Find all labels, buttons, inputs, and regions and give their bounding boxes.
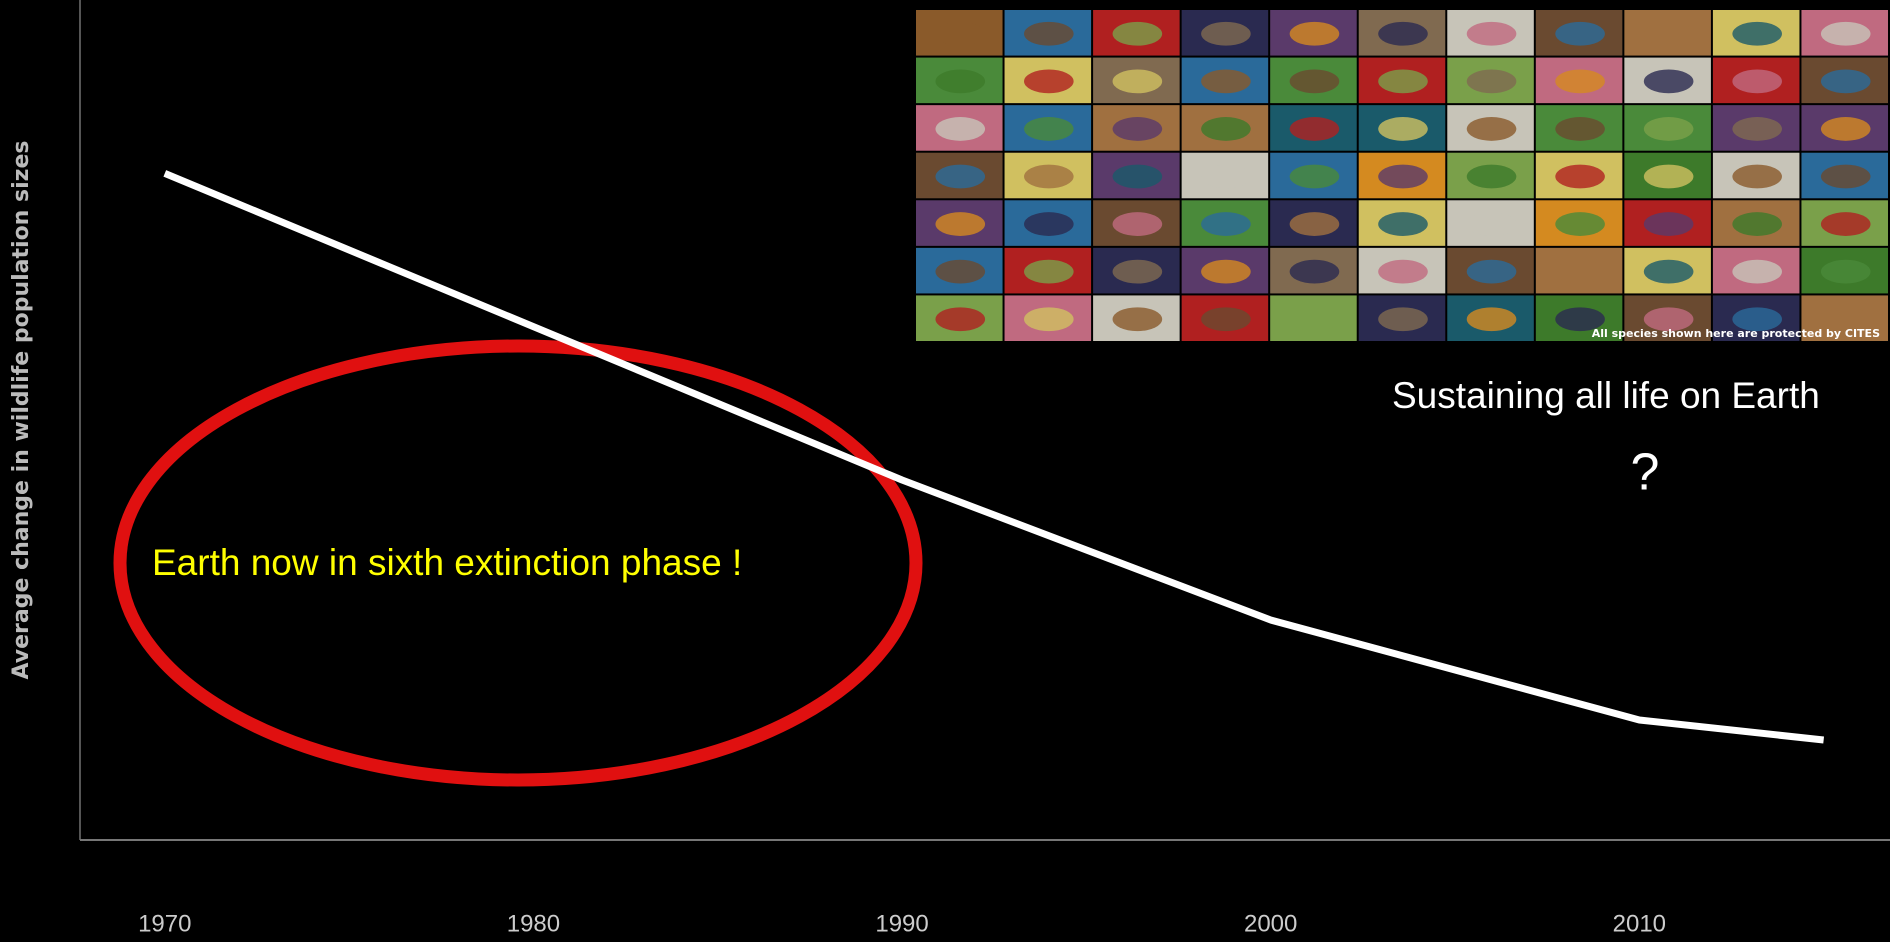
photo-subject — [1112, 117, 1163, 141]
highlight-ellipse — [113, 339, 923, 787]
photo-subject — [1378, 212, 1428, 236]
photo-subject — [1820, 21, 1871, 46]
photo-subject — [1024, 212, 1074, 236]
photo-subject — [935, 21, 986, 46]
photo-subject — [1378, 259, 1428, 284]
trend-line — [163, 170, 1825, 744]
photo-subject — [935, 117, 986, 141]
y-axis-label: Average change in wildlife population si… — [9, 141, 34, 680]
photo-subject — [1201, 212, 1251, 236]
x-tick-label: 1990 — [875, 910, 928, 937]
photo-subject — [1643, 69, 1694, 94]
photo-subject — [1555, 212, 1605, 236]
photo-subject — [1732, 259, 1782, 284]
photo-subject — [1555, 259, 1605, 284]
photo-subject — [1024, 21, 1074, 46]
photo-subject — [1024, 259, 1074, 284]
photo-subject — [1555, 69, 1605, 94]
photo-subject — [1201, 117, 1251, 141]
photo-subject — [1643, 212, 1694, 236]
photo-subject — [1289, 21, 1340, 46]
photo-subject — [935, 69, 986, 94]
photo-subject — [1201, 21, 1251, 46]
photo-subject — [1112, 21, 1163, 46]
photo-subject — [1201, 307, 1251, 332]
photo-subject — [1378, 117, 1428, 141]
photo-subject — [1820, 69, 1871, 94]
photo-subject — [1378, 307, 1428, 332]
x-tick-label: 1970 — [138, 910, 191, 937]
photo-subject — [1466, 21, 1517, 46]
x-tick-label: 1980 — [507, 910, 560, 937]
photo-subject — [1112, 164, 1163, 189]
photo-subject — [1643, 117, 1694, 141]
x-tick-label: 2010 — [1613, 910, 1666, 937]
photo-subject — [1820, 212, 1871, 236]
annotation: Earth now in sixth extinction phase ! — [152, 542, 742, 583]
photo-subject — [1732, 69, 1782, 94]
photo-subject — [1289, 259, 1340, 284]
photo-subject — [1201, 164, 1251, 189]
photo-subject — [1378, 69, 1428, 94]
photo-caption: All species shown here are protected by … — [1592, 327, 1880, 340]
x-tick-label: 2000 — [1244, 910, 1297, 937]
photo-subject — [1466, 164, 1517, 189]
photo-subject — [1820, 164, 1871, 189]
photo-subject — [1820, 307, 1871, 332]
photo-subject — [935, 164, 986, 189]
photo-subject — [1466, 117, 1517, 141]
photo-subject — [1289, 164, 1340, 189]
photo-subject — [1732, 164, 1782, 189]
photo-subject — [935, 259, 986, 284]
photo-subject — [1555, 164, 1605, 189]
photo-subject — [1643, 259, 1694, 284]
species-photo-grid — [916, 10, 1888, 341]
photo-subject — [1378, 21, 1428, 46]
photo-subject — [1201, 69, 1251, 94]
annotation: ? — [1631, 444, 1660, 502]
photo-subject — [1732, 117, 1782, 141]
photo-subject — [1555, 21, 1605, 46]
photo-subject — [1024, 307, 1074, 332]
photo-subject — [1643, 21, 1694, 46]
photo-subject — [1466, 212, 1517, 236]
photo-subject — [1112, 69, 1163, 94]
photo-subject — [1289, 307, 1340, 332]
photo-subject — [1820, 259, 1871, 284]
photo-subject — [1289, 212, 1340, 236]
photo-subject — [1466, 259, 1517, 284]
photo-subject — [1024, 117, 1074, 141]
photo-subject — [1466, 307, 1517, 332]
photo-subject — [1289, 117, 1340, 141]
photo-subject — [935, 212, 986, 236]
photo-subject — [1112, 259, 1163, 284]
photo-subject — [1201, 259, 1251, 284]
photo-subject — [1024, 164, 1074, 189]
photo-subject — [1555, 307, 1605, 332]
photo-subject — [1024, 69, 1074, 94]
photo-subject — [1820, 117, 1871, 141]
photo-subject — [1643, 164, 1694, 189]
photo-subject — [1112, 307, 1163, 332]
photo-subject — [1289, 69, 1340, 94]
photo-subject — [1378, 164, 1428, 189]
photo-subject — [1643, 307, 1694, 332]
photo-subject — [1732, 21, 1782, 46]
photo-subject — [935, 307, 986, 332]
annotation: Sustaining all life on Earth — [1392, 375, 1820, 416]
photo-subject — [1112, 212, 1163, 236]
photo-subject — [1732, 307, 1782, 332]
photo-subject — [1732, 212, 1782, 236]
photo-subject — [1555, 117, 1605, 141]
photo-subject — [1466, 69, 1517, 94]
